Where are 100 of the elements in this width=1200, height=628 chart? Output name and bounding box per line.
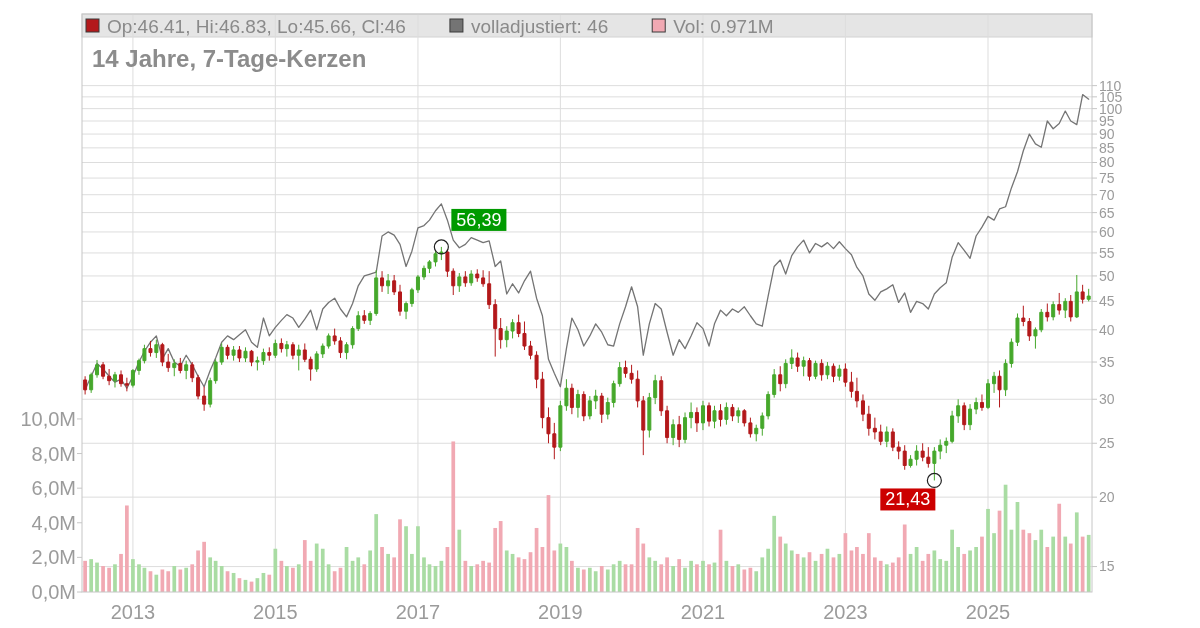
- bar: [1063, 536, 1068, 592]
- bar: [671, 566, 675, 592]
- candlestick: [647, 392, 652, 439]
- candlestick: [1057, 292, 1062, 316]
- candlestick: [837, 364, 842, 382]
- candlestick: [593, 389, 598, 410]
- x-tick-label: 2023: [823, 601, 868, 623]
- candlestick: [730, 403, 735, 422]
- candlestick: [962, 401, 967, 431]
- candlestick: [1068, 294, 1073, 323]
- bar: [380, 547, 384, 592]
- candlestick: [1086, 288, 1091, 302]
- candlestick: [700, 400, 705, 431]
- bar: [689, 560, 693, 592]
- bar: [1039, 529, 1044, 592]
- bar: [184, 567, 189, 592]
- text: 14 Jahre, 7-Tage-Kerzen: [92, 45, 367, 72]
- bar: [101, 566, 105, 592]
- candlestick: [107, 368, 112, 386]
- candlestick: [95, 359, 100, 379]
- candlestick: [872, 417, 877, 440]
- bar: [587, 567, 592, 592]
- candlestick: [742, 408, 747, 427]
- candlestick: [231, 345, 236, 362]
- legend-label: Op:46.41, Hi:46.83, Lo:45.66, Cl:46: [107, 15, 406, 37]
- candlestick: [398, 284, 402, 317]
- candlestick: [481, 269, 486, 288]
- bar: [866, 533, 871, 592]
- bar: [552, 550, 557, 592]
- candlestick: [243, 346, 248, 363]
- bar: [267, 574, 272, 592]
- y-tick-label: 0,0M: [31, 581, 76, 603]
- bar: [890, 562, 895, 592]
- bar: [962, 553, 967, 592]
- bar: [493, 527, 498, 592]
- candlestick: [130, 368, 135, 388]
- bar: [576, 567, 580, 592]
- candlestick: [148, 340, 153, 358]
- candlestick: [718, 403, 723, 427]
- bar: [314, 543, 319, 592]
- y2-tick-label: 60: [1099, 223, 1115, 240]
- candlestick: [902, 444, 907, 471]
- candlestick: [190, 361, 195, 383]
- bar: [398, 519, 402, 592]
- y2-tick-label: 45: [1099, 293, 1115, 310]
- bar: [968, 550, 972, 592]
- candlestick: [992, 371, 997, 394]
- candlestick: [860, 393, 865, 422]
- candlestick: [778, 365, 783, 392]
- candlestick: [890, 427, 895, 452]
- bar: [884, 564, 889, 592]
- candlestick: [617, 361, 622, 388]
- y2-tick-label: 55: [1099, 244, 1115, 261]
- candlestick: [1063, 297, 1068, 319]
- bar: [308, 560, 313, 592]
- y2-tick-label: 40: [1099, 321, 1115, 338]
- bar: [487, 562, 492, 592]
- legend-label: volladjustiert: 46: [470, 15, 609, 37]
- bar: [119, 553, 123, 592]
- bar: [938, 559, 943, 592]
- candlestick: [273, 339, 278, 359]
- y-tick-label: 4,0M: [31, 511, 76, 534]
- candlestick: [83, 375, 88, 395]
- bar: [974, 547, 978, 592]
- bar: [320, 548, 325, 592]
- data-label: 56,39: [456, 209, 502, 230]
- bar: [362, 564, 367, 592]
- bar: [291, 567, 295, 592]
- candlestick: [878, 424, 883, 446]
- bar: [451, 441, 456, 592]
- bar: [1051, 536, 1056, 592]
- candlestick: [362, 309, 367, 325]
- candlestick: [795, 352, 800, 373]
- bar: [772, 515, 777, 592]
- y2-tick-label: 75: [1099, 169, 1115, 186]
- candlestick: [979, 393, 984, 412]
- candlestick: [409, 287, 414, 308]
- bar: [855, 547, 859, 592]
- candlestick: [884, 425, 889, 448]
- candlestick: [380, 270, 385, 293]
- bar: [178, 569, 183, 592]
- bar: [760, 557, 765, 592]
- bar: [837, 553, 842, 592]
- candlestick: [587, 395, 592, 420]
- candlestick: [1080, 284, 1085, 305]
- y2-tick-label: 35: [1099, 353, 1115, 370]
- candlestick: [1074, 274, 1079, 319]
- bar: [902, 524, 907, 592]
- candlestick: [487, 270, 492, 310]
- candlestick: [284, 340, 289, 358]
- x-tick-label: 2019: [538, 601, 583, 623]
- candlestick: [196, 374, 201, 400]
- candlestick: [404, 300, 409, 320]
- bar: [172, 566, 177, 592]
- candlestick: [172, 358, 177, 377]
- y2-tick-label: 15: [1099, 558, 1115, 575]
- bar: [683, 567, 687, 592]
- candlestick: [154, 339, 159, 359]
- candlestick: [124, 377, 129, 392]
- bar: [641, 543, 646, 592]
